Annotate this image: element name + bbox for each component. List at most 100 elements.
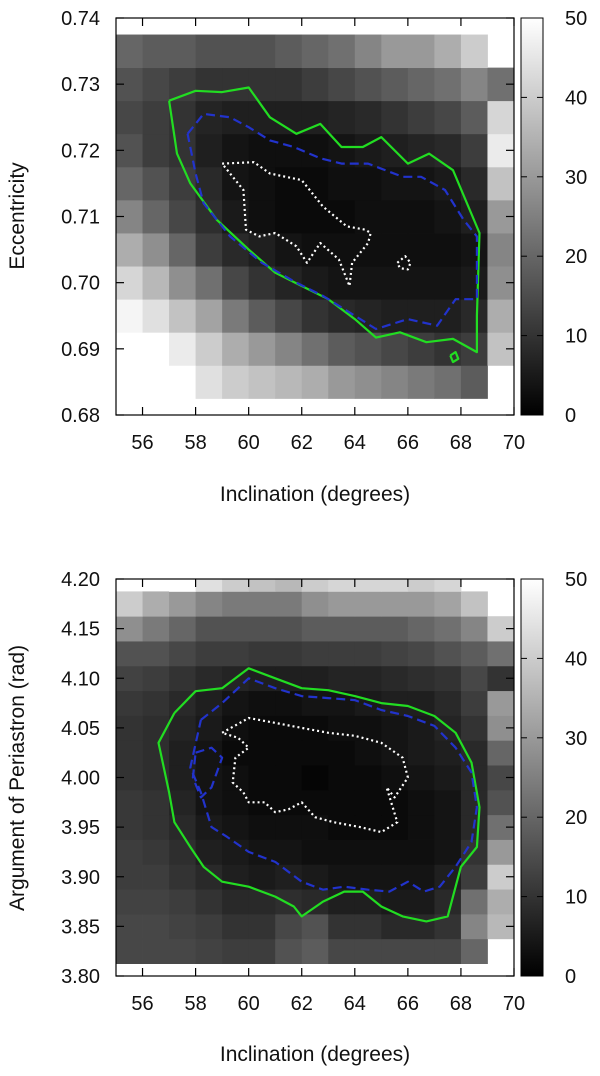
heatmap-cell — [407, 365, 435, 399]
heatmap-cell — [407, 233, 435, 267]
y-axis: 3.80 3.85 3.90 3.95 4.00 4.05 4.10 4.15 4.20 — [61, 569, 514, 988]
heatmap-cell — [407, 740, 435, 766]
x-axis-label: Inclination (degrees) — [220, 483, 410, 506]
heatmap-cell — [354, 616, 382, 642]
heatmap-cell — [301, 67, 329, 102]
heatmap-cell — [328, 166, 356, 201]
heatmap-cell — [381, 913, 409, 940]
heatmap-cell — [301, 765, 329, 791]
heatmap-cell — [407, 665, 435, 692]
heatmap-cell — [222, 133, 250, 168]
heatmap-cell — [222, 690, 250, 716]
heatmap-cell — [169, 166, 196, 201]
x-tick-label: 58 — [184, 993, 206, 1015]
heatmap-cell — [434, 814, 462, 840]
heatmap-cell — [248, 913, 276, 940]
heatmap-cell — [222, 740, 250, 766]
heatmap-cell — [407, 266, 435, 300]
heatmap-cell — [169, 591, 196, 617]
heatmap-cell — [195, 889, 223, 915]
heatmap-cell — [434, 266, 462, 300]
heatmap-cell — [328, 199, 356, 234]
heatmap-cell — [328, 938, 356, 964]
heatmap-cell — [142, 814, 170, 840]
heatmap-cell — [381, 715, 409, 741]
heatmap-cell — [248, 591, 276, 617]
heatmap-cell — [381, 814, 409, 840]
heatmap-cell — [354, 166, 382, 201]
heatmap-cell — [460, 133, 488, 168]
heatmap-cell — [195, 365, 223, 399]
colorbar-tick-label: 30 — [565, 167, 587, 189]
heatmap-cell — [434, 233, 462, 267]
heatmap-cell — [460, 166, 488, 201]
heatmap-cell — [301, 913, 329, 940]
eccentricity-heatmap-panel: 56 58 60 62 64 66 68 70 0.68 0.69 0.70 0.71 0.72 0.7… — [6, 8, 587, 506]
heatmap-cell — [275, 864, 303, 890]
heatmap-cell — [407, 579, 435, 592]
heatmap-cell — [460, 889, 488, 915]
heatmap-cell — [434, 641, 462, 667]
heatmap-cell — [142, 67, 170, 102]
heatmap-cell — [248, 889, 276, 915]
heatmap-cell — [275, 839, 303, 865]
heatmap-cell — [381, 199, 409, 234]
heatmap-cell — [195, 166, 223, 201]
heatmap-cell — [407, 34, 435, 69]
heatmap-cell — [460, 365, 488, 399]
heatmap-cell — [301, 690, 329, 716]
heatmap-cell — [328, 864, 356, 890]
heatmap-cell — [169, 616, 196, 642]
heatmap-cell — [301, 814, 329, 840]
heatmap-cell — [195, 616, 223, 642]
heatmap-cell — [248, 938, 276, 964]
y-tick-label: 4.15 — [61, 619, 100, 641]
colorbar-tick-label: 50 — [565, 8, 587, 30]
heatmap-cell — [460, 616, 488, 642]
heatmap-cell — [381, 616, 409, 642]
heatmap-cell — [460, 591, 488, 617]
heatmap-cell — [328, 233, 356, 267]
heatmap-cell — [301, 789, 329, 816]
heatmap-cell — [169, 579, 196, 592]
heatmap-cell — [195, 641, 223, 667]
heatmap-cell — [407, 67, 435, 102]
x-axis: 56 58 60 62 64 66 68 70 — [131, 579, 525, 1015]
heatmap-cell — [248, 690, 276, 716]
heatmap-cell — [381, 665, 409, 692]
heatmap-cell — [248, 579, 276, 592]
heatmap-cell — [142, 641, 170, 667]
heatmap-cell — [434, 889, 462, 915]
heatmap-cell — [460, 864, 488, 890]
heatmap-cell — [142, 864, 170, 890]
colorbar-tick-label: 0 — [565, 405, 576, 427]
x-tick-label: 58 — [184, 432, 206, 454]
x-tick-label: 60 — [238, 432, 260, 454]
heatmap-cell — [354, 765, 382, 791]
y-axis-label: Eccentricity — [6, 162, 29, 270]
heatmap-cell — [434, 740, 462, 766]
heatmap-cell — [381, 299, 409, 333]
heatmap-cell — [169, 233, 196, 267]
heatmap-cell — [275, 765, 303, 791]
heatmap-cell — [460, 938, 488, 964]
heatmap-cell — [142, 616, 170, 642]
heatmap-cell — [434, 591, 462, 617]
heatmap-cell — [248, 765, 276, 791]
heatmap-cell — [301, 591, 329, 617]
heatmap-cell — [407, 715, 435, 741]
heatmap-cell — [328, 579, 356, 592]
heatmap-cell — [354, 740, 382, 766]
heatmap-cell — [222, 266, 250, 300]
heatmap-cell — [354, 789, 382, 816]
heatmap-cell — [116, 889, 143, 915]
heatmap-cell — [169, 913, 196, 940]
heatmap-cell — [434, 365, 462, 399]
heatmap-cell — [275, 299, 303, 333]
heatmap-cell — [407, 299, 435, 333]
heatmap-cell — [434, 133, 462, 168]
heatmap-cell — [169, 839, 196, 865]
heatmap-cell — [407, 765, 435, 791]
heatmap-cell — [195, 665, 223, 692]
heatmap-cell — [142, 332, 170, 366]
